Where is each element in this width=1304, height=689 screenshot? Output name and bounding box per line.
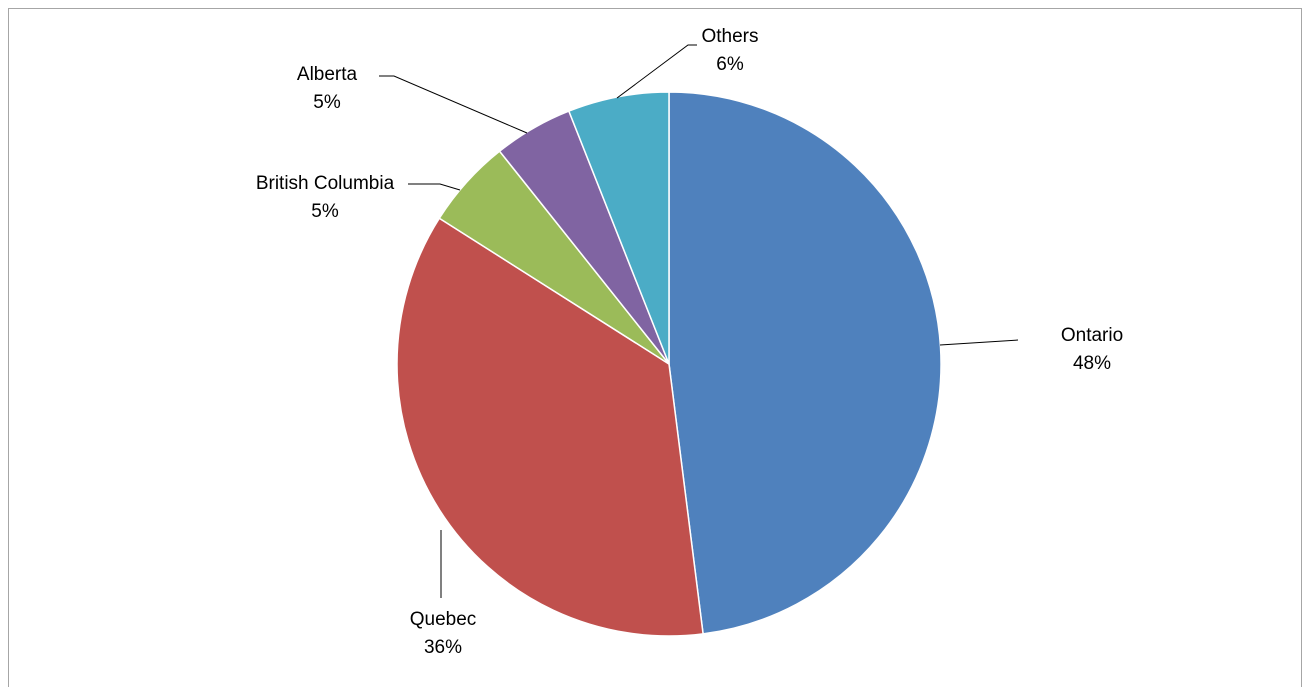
pie-slice-ontario [668, 91, 942, 635]
data-label-percent: 5% [311, 201, 339, 222]
leader-line-alberta [379, 75, 528, 134]
data-label-percent: 6% [716, 54, 744, 75]
data-label-percent: 5% [313, 92, 341, 113]
leader-line-others [616, 44, 697, 99]
data-labels: Ontario 48% Quebec 36% British Columbia 5% Alb… [256, 26, 1123, 658]
leader-line-ontario [939, 339, 1019, 346]
pie-slice-quebec [396, 217, 704, 637]
leader-lines [379, 44, 1019, 598]
leader-line-british-columbia [408, 183, 461, 191]
data-label-name: Quebec [410, 609, 477, 630]
data-label-name: British Columbia [256, 173, 395, 194]
data-label-percent: 36% [424, 637, 462, 658]
data-label-name: Ontario [1061, 325, 1123, 346]
data-label-name: Alberta [297, 64, 358, 85]
data-label-name: Others [701, 26, 758, 47]
data-label-percent: 48% [1073, 353, 1111, 374]
pie-slices [396, 91, 942, 637]
